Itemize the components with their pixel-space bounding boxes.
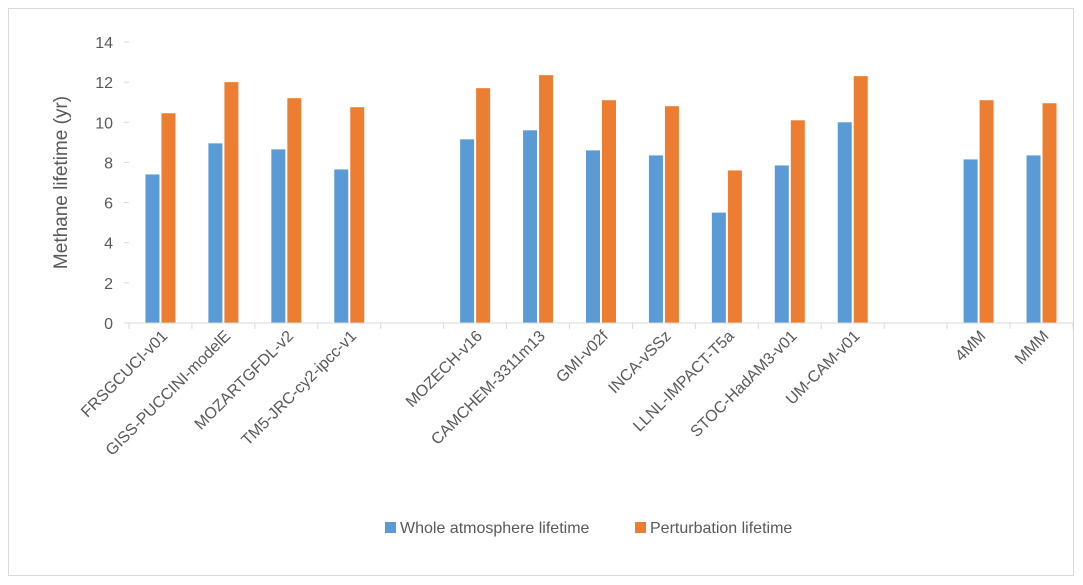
legend-swatch — [635, 522, 646, 533]
bar-perturbation — [853, 76, 868, 323]
legend-label: Whole atmosphere lifetime — [400, 520, 590, 537]
legend-swatch — [385, 522, 396, 533]
category-label: GMI-v02f — [553, 327, 612, 386]
bar-whole-atmosphere — [271, 149, 286, 323]
y-tick-label: 14 — [95, 35, 113, 52]
bar-perturbation — [790, 120, 805, 324]
y-tick-label: 0 — [104, 316, 113, 333]
chart-area: 0 2 4 6 8 10 12 14 FRSGCUCI-v01 GISS-PUCCINI-mod… — [8, 8, 1074, 576]
legend: Whole atmosphere lifetime Perturbation li… — [385, 520, 792, 537]
bar-whole-atmosphere — [711, 212, 726, 323]
bar-whole-atmosphere — [1026, 155, 1041, 323]
y-tick-label: 4 — [104, 236, 113, 253]
y-tick-label: 12 — [95, 75, 113, 92]
category-label: MMM — [1012, 328, 1052, 368]
bars — [145, 75, 1057, 324]
bar-perturbation — [287, 98, 302, 323]
bar-perturbation — [664, 106, 679, 323]
category-label: 4MM — [952, 328, 989, 365]
bar-whole-atmosphere — [208, 143, 223, 323]
bar-perturbation — [539, 75, 554, 323]
bar-whole-atmosphere — [837, 122, 852, 324]
bar-whole-atmosphere — [460, 139, 475, 323]
y-axis-ticks: 0 2 4 6 8 10 12 14 — [95, 35, 129, 333]
category-label: CAMCHEM-3311m13 — [428, 328, 549, 449]
legend-label: Perturbation lifetime — [650, 520, 792, 537]
category-label: STOC-HadAM3-v01 — [688, 328, 801, 441]
y-tick-label: 2 — [104, 276, 113, 293]
bar-perturbation — [350, 107, 365, 323]
category-label: TM5-JRC-cy2-ipcc-v1 — [239, 328, 360, 449]
bar-perturbation — [224, 82, 239, 324]
category-label: GISS-PUCCINI-modelE — [103, 328, 234, 459]
bar-perturbation — [727, 170, 742, 323]
bar-whole-atmosphere — [963, 159, 978, 323]
bar-perturbation — [1042, 103, 1057, 323]
y-axis-title: Methane lifetime (yr) — [51, 96, 72, 269]
y-tick-label: 8 — [104, 155, 113, 172]
bar-perturbation — [602, 100, 616, 323]
bar-perturbation — [161, 113, 176, 323]
bar-whole-atmosphere — [648, 155, 663, 323]
bar-whole-atmosphere — [145, 174, 160, 323]
bar-whole-atmosphere — [334, 169, 349, 323]
bar-perturbation — [979, 100, 994, 323]
bar-chart: 0 2 4 6 8 10 12 14 FRSGCUCI-v01GISS-PUCCINI-mod… — [51, 35, 1074, 537]
bar-whole-atmosphere — [586, 150, 600, 323]
bar-perturbation — [476, 88, 491, 324]
x-axis-tickmarks — [128, 323, 1074, 329]
y-tick-label: 6 — [104, 196, 113, 213]
bar-whole-atmosphere — [774, 165, 789, 323]
category-labels: FRSGCUCI-v01GISS-PUCCINI-modelEMOZARTGFD… — [78, 327, 1052, 459]
bar-whole-atmosphere — [523, 130, 538, 323]
y-tick-label: 10 — [95, 115, 113, 132]
category-label: INCA-vSSz — [606, 328, 675, 397]
